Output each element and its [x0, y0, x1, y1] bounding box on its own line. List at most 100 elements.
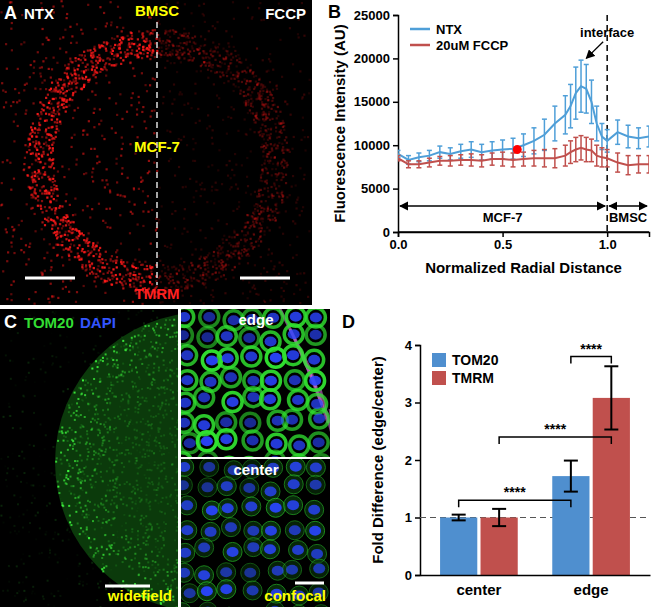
texture-dot [65, 238, 67, 240]
texture-dot [43, 143, 45, 145]
texture-dot [258, 245, 260, 247]
texture-dot [236, 59, 238, 61]
texture-dot [212, 55, 214, 57]
texture-dot [199, 274, 201, 276]
texture-dot [6, 159, 8, 161]
texture-dot [68, 259, 70, 261]
texture-dot [174, 268, 176, 270]
texture-dot [54, 209, 56, 211]
texture-dot [225, 278, 227, 280]
texture-dot [29, 76, 31, 78]
texture-dot [275, 219, 277, 221]
texture-dot [291, 185, 293, 187]
texture-dot [65, 110, 67, 112]
texture-dot [228, 54, 230, 56]
texture-dot [162, 40, 164, 42]
texture-dot [68, 68, 70, 70]
texture-dot [68, 224, 70, 226]
texture-dot [57, 102, 59, 104]
texture-dot [65, 95, 67, 97]
texture-dot [95, 253, 97, 255]
texture-dot [228, 65, 230, 67]
texture-dot [204, 38, 206, 40]
texture-dot [167, 47, 169, 49]
texture-dot [119, 273, 121, 275]
texture-dot [262, 104, 264, 106]
texture-dot [196, 279, 198, 281]
texture-dot [256, 47, 258, 49]
texture-dot [263, 145, 265, 147]
texture-dot [222, 47, 224, 49]
texture-dot [295, 201, 297, 203]
texture-dot [229, 188, 231, 190]
texture-dot [175, 272, 177, 274]
texture-dot [52, 107, 54, 109]
texture-dot [70, 88, 72, 90]
texture-dot [37, 195, 39, 197]
texture-dot [255, 241, 257, 243]
texture-dot [202, 274, 204, 276]
texture-dot [245, 104, 247, 106]
texture-dot [273, 110, 275, 112]
texture-dot [211, 228, 213, 230]
texture-dot [47, 94, 49, 96]
texture-dot [81, 70, 83, 72]
texture-dot [202, 57, 204, 59]
texture-dot [21, 220, 23, 222]
texture-dot [137, 56, 139, 58]
texture-dot [247, 262, 249, 264]
texture-dot [280, 295, 282, 297]
texture-dot [267, 103, 269, 105]
texture-dot [163, 42, 165, 44]
texture-dot [35, 154, 37, 156]
texture-dot [26, 151, 28, 153]
texture-dot [108, 267, 110, 269]
texture-dot [27, 175, 29, 177]
texture-dot [34, 190, 36, 192]
texture-dot [41, 200, 43, 202]
texture-dot [270, 127, 272, 129]
texture-dot [226, 70, 228, 72]
texture-dot [274, 157, 276, 159]
texture-dot [231, 236, 233, 238]
texture-dot [98, 54, 100, 56]
texture-dot [61, 256, 63, 258]
texture-dot [270, 108, 272, 110]
texture-dot [202, 282, 204, 284]
texture-dot [53, 184, 55, 186]
texture-dot [58, 231, 60, 233]
texture-dot [208, 57, 210, 59]
texture-dot [203, 61, 205, 63]
texture-dot [206, 127, 208, 129]
texture-dot [59, 205, 61, 207]
texture-dot [45, 57, 47, 59]
texture-dot [31, 129, 33, 131]
texture-dot [232, 277, 234, 279]
texture-dot [191, 47, 193, 49]
texture-dot [121, 136, 123, 138]
texture-dot [32, 122, 34, 124]
texture-dot [123, 280, 125, 282]
texture-dot [136, 50, 138, 52]
texture-dot [238, 58, 240, 60]
texture-dot [62, 36, 64, 38]
texture-dot [198, 5, 200, 7]
texture-dot [273, 145, 275, 147]
texture-dot [237, 234, 239, 236]
texture-dot [264, 86, 266, 88]
texture-dot [194, 35, 196, 37]
texture-dot [46, 144, 48, 146]
texture-dot [61, 104, 63, 106]
texture-dot [210, 70, 212, 72]
texture-dot [50, 90, 52, 92]
texture-dot [93, 267, 95, 269]
texture-dot [272, 195, 274, 197]
texture-dot [121, 41, 123, 43]
texture-dot [92, 242, 94, 244]
texture-dot [36, 184, 38, 186]
texture-dot [216, 21, 218, 23]
texture-dot [255, 75, 257, 77]
texture-dot [205, 53, 207, 55]
texture-dot [252, 246, 254, 248]
texture-dot [247, 88, 249, 90]
